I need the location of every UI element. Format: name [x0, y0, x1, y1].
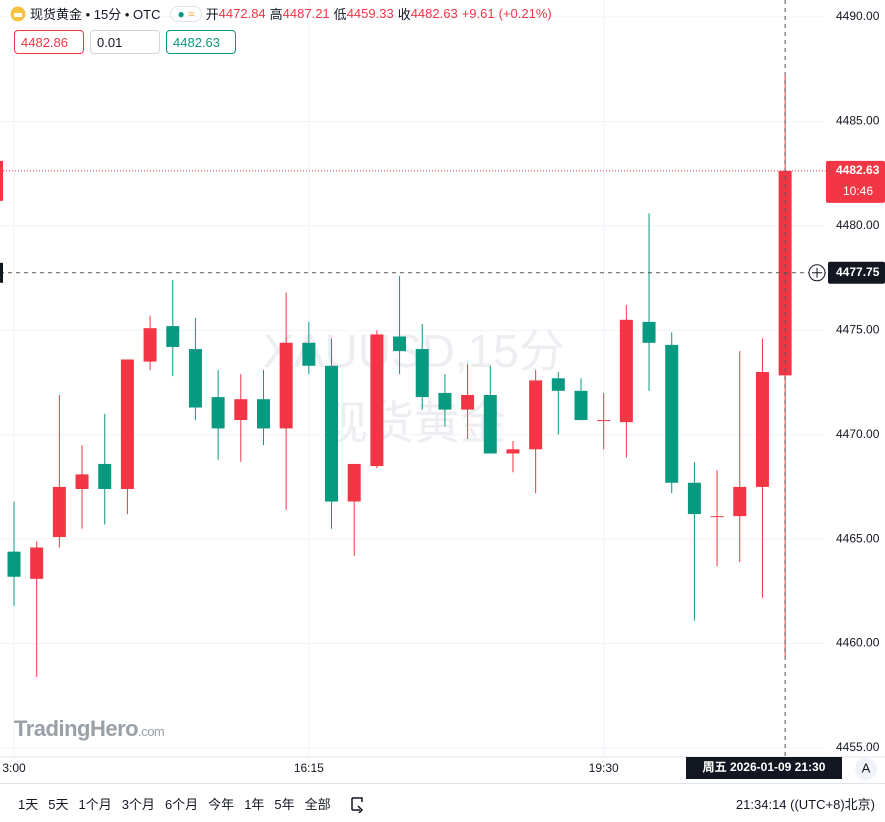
add-button[interactable] — [808, 264, 826, 282]
candle-body — [393, 336, 407, 352]
x-tick-label: 19:30 — [589, 761, 619, 775]
crosshair-price-label: 4477.75 — [836, 265, 880, 279]
y-tick-label: 4490.00 — [836, 9, 880, 23]
candle-body — [551, 378, 565, 391]
logo-name: TradingHero — [14, 716, 139, 741]
watermark: 现货黄金 — [322, 397, 506, 449]
candle-body — [733, 486, 747, 517]
range-list: 1天 5天 1个月 3个月 6个月 今年 1年 5年 全部 — [8, 794, 331, 813]
y-tick-label: 4470.00 — [836, 427, 880, 441]
candle-body — [710, 516, 724, 518]
candle-body — [619, 319, 633, 423]
candle-body — [166, 326, 180, 347]
candle-body — [75, 474, 89, 490]
candle-body — [574, 390, 588, 421]
candle-body — [234, 399, 248, 421]
countdown: 10:46 — [843, 184, 873, 198]
auto-scale-label: A — [862, 760, 871, 775]
clock: 21:34:14 ((UTC+8)北京) — [735, 797, 875, 812]
range-button[interactable]: 全部 — [304, 797, 331, 812]
close: 4482.63 — [410, 6, 458, 21]
legend: 现货黄金 • 15分 • OTC ● ≈ 开 4472.84 高 4487.21 低… — [10, 4, 552, 23]
candle-body — [642, 321, 656, 343]
candle-body — [30, 547, 44, 579]
open-label: 开 — [205, 7, 219, 22]
candle-body — [755, 372, 769, 487]
range-button[interactable]: 1个月 — [78, 797, 112, 812]
crosshair-time-tag — [686, 757, 842, 779]
candle-body — [438, 392, 452, 410]
y-tick-label: 4465.00 — [836, 531, 880, 545]
y-tick-label: 4455.00 — [836, 740, 880, 754]
logo-suffix: .com — [138, 724, 165, 739]
candle-body — [52, 486, 66, 538]
change: +9.61 — [461, 6, 495, 21]
low: 4459.33 — [346, 6, 394, 21]
auto-scale-button[interactable]: A — [855, 758, 877, 780]
close-label: 收 — [397, 7, 411, 22]
low-label: 低 — [333, 7, 347, 22]
quantity[interactable]: 0.01 — [90, 30, 160, 54]
crosshair-price-tag — [828, 261, 885, 284]
y-tick-label: 4480.00 — [836, 218, 880, 232]
candle-body — [415, 349, 429, 398]
range-button[interactable]: 5天 — [48, 797, 69, 812]
high: 4487.21 — [282, 6, 330, 21]
candle-body — [665, 344, 679, 483]
candle-body — [279, 342, 293, 429]
candle-body — [256, 399, 270, 429]
last-price-tag — [826, 160, 885, 203]
range-button[interactable]: 6个月 — [164, 797, 199, 812]
sell-price[interactable]: 4482.86 — [14, 30, 84, 54]
range-button[interactable]: 5年 — [274, 797, 295, 812]
candle-body — [7, 551, 21, 577]
logo: TradingHero.com — [14, 716, 165, 742]
change-percent: (+0.21%) — [498, 6, 552, 21]
candle-body — [120, 359, 134, 490]
candle-body — [483, 395, 497, 454]
add-button-icon — [812, 267, 822, 278]
candle-body — [506, 449, 520, 454]
candle-body — [302, 342, 316, 366]
last-price-left-marker — [0, 160, 3, 201]
toolbar: 1天 5天 1个月 3个月 6个月 今年 1年 5年 全部 21:34:14 ((UTC+8)北… — [0, 783, 885, 822]
open: 4472.84 — [218, 6, 266, 21]
symbol: 现货黄金 • 15分 • OTC — [30, 7, 161, 22]
candle-body — [347, 463, 361, 502]
candle-body — [597, 420, 611, 422]
crosshair-time-label: 周五 2026-01-09 21:30 — [703, 760, 826, 774]
candle-body — [188, 349, 202, 408]
candle-body — [529, 380, 543, 450]
y-tick-label: 4485.00 — [836, 114, 880, 128]
y-tick-label: 4475.00 — [836, 322, 880, 336]
candle-body — [325, 365, 339, 502]
y-tick-label: 4460.00 — [836, 636, 880, 650]
high-label: 高 — [269, 7, 283, 22]
candle-body — [687, 482, 701, 515]
toggle-icon: ≈ — [188, 6, 195, 21]
chart: 4455.00 4460.00 4465.00 4470.00 4475.00 4480.… — [0, 0, 885, 780]
symbol-icon — [10, 6, 26, 21]
candle-body — [143, 328, 157, 362]
range-button[interactable]: 1年 — [244, 797, 265, 812]
crosshair-left-marker — [0, 262, 3, 283]
candle-body — [461, 395, 475, 410]
buy-price[interactable]: 4482.63 — [166, 30, 236, 54]
range-button[interactable]: 1天 — [18, 797, 39, 812]
range-button[interactable]: 今年 — [208, 797, 235, 812]
toggle[interactable]: ● ≈ — [170, 5, 202, 22]
x-tick-label: 16:15 — [294, 761, 324, 775]
last-price-label: 4482.63 — [836, 163, 880, 177]
x-tick-label: 3:00 — [2, 761, 26, 775]
candle-body — [98, 463, 112, 490]
compare-icon[interactable] — [349, 795, 369, 813]
candle-body — [211, 397, 225, 429]
range-button[interactable]: 3个月 — [121, 797, 155, 812]
auto-scale-circle — [855, 758, 877, 780]
candle-body — [370, 334, 384, 467]
